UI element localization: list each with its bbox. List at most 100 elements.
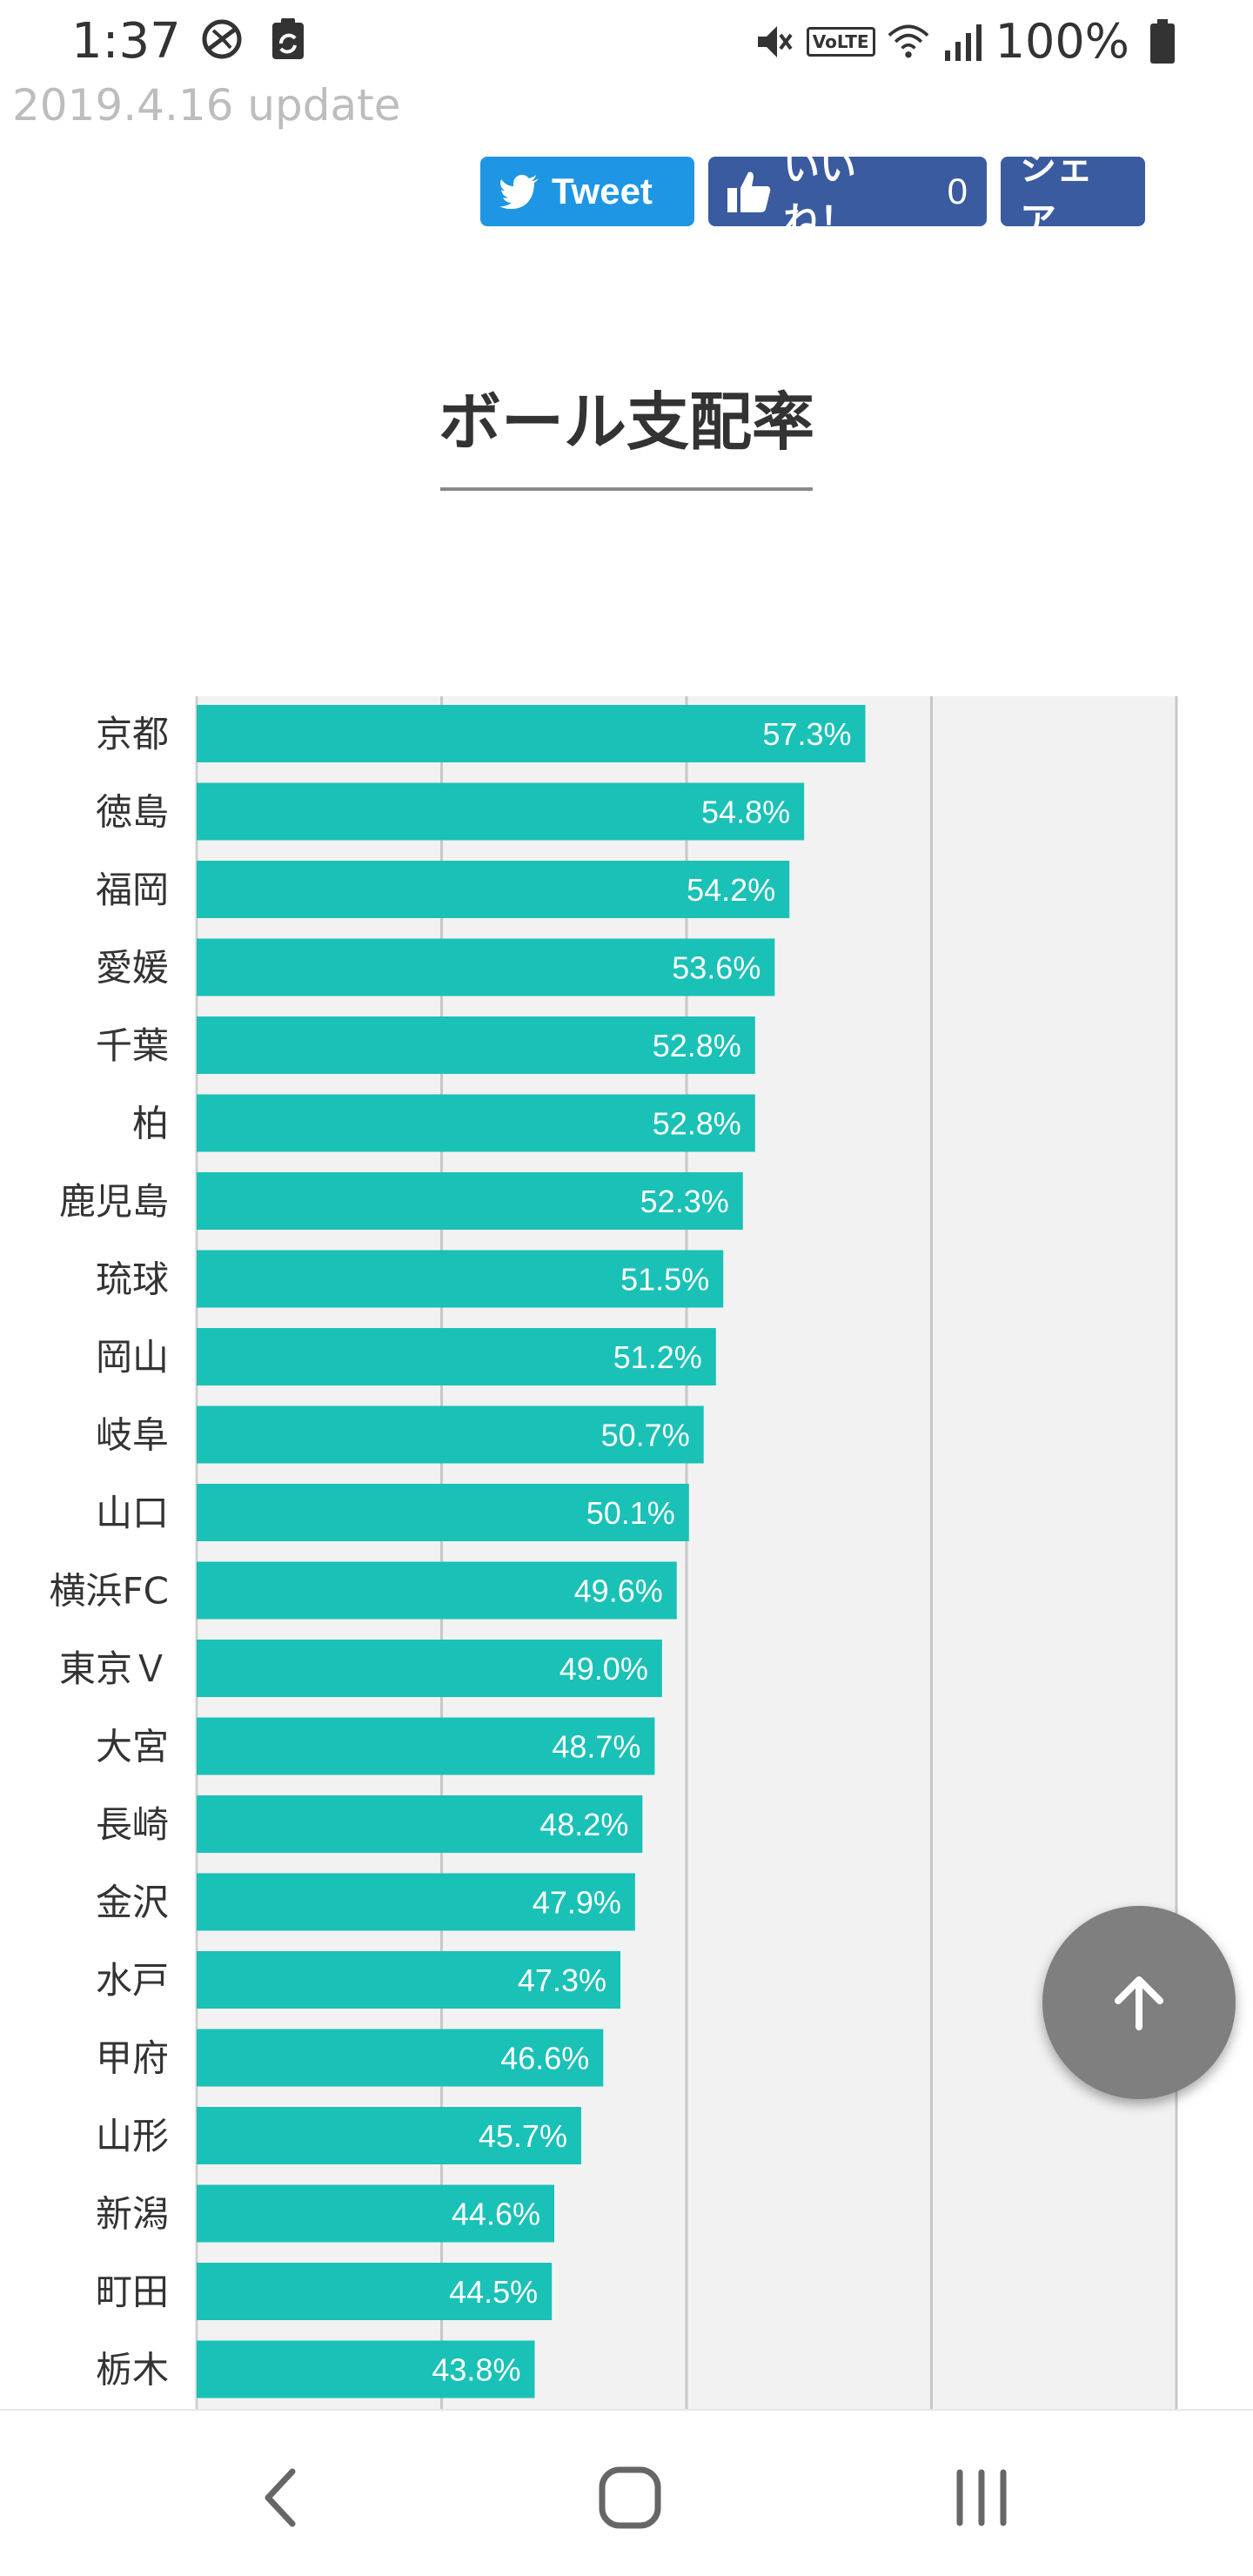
value-label: 48.7%: [552, 1729, 640, 1765]
battery-percent: 100%: [995, 14, 1129, 69]
bar: [197, 2029, 604, 2087]
category-label: 金沢: [96, 1882, 169, 1924]
value-label: 45.7%: [479, 2118, 567, 2154]
bar: [197, 1717, 655, 1775]
bar: [197, 2263, 553, 2320]
wifi-icon: [888, 21, 929, 63]
value-label: 49.6%: [574, 1573, 663, 1609]
value-label: 44.6%: [452, 2197, 540, 2232]
category-label: 新潟: [96, 2193, 169, 2236]
value-label: 57.3%: [762, 716, 851, 752]
bar: [197, 705, 866, 762]
category-label: 千葉: [96, 1024, 169, 1067]
pinwheel-icon: [198, 16, 245, 63]
signal-icon: [941, 21, 983, 63]
value-label: 54.8%: [701, 795, 790, 830]
bar: [197, 2184, 554, 2243]
bar: [197, 1405, 704, 1464]
volte-label: VoLTE: [806, 27, 875, 57]
category-label: 大宮: [96, 1726, 169, 1768]
category-label: 愛媛: [96, 947, 169, 989]
category-label: 山形: [96, 2115, 169, 2157]
bar: [197, 1951, 620, 2009]
value-label: 52.8%: [653, 1028, 741, 1063]
recent-apps-button[interactable]: [929, 2445, 1034, 2550]
status-time: 1:37: [71, 13, 181, 70]
value-label: 54.2%: [687, 872, 775, 908]
category-label: 徳島: [96, 791, 169, 834]
title-underline: [440, 487, 813, 491]
bar: [197, 1172, 743, 1230]
share-label: シェア: [1020, 147, 1094, 241]
bar: [197, 782, 805, 841]
category-label: 山口: [96, 1492, 169, 1534]
value-label: 46.6%: [500, 2041, 589, 2076]
value-label: 51.2%: [613, 1339, 702, 1375]
facebook-like-button[interactable]: いいね！ 0: [708, 147, 987, 241]
value-label: 52.3%: [640, 1184, 729, 1219]
clipboard-sync-icon: [265, 16, 312, 63]
chart-title: ボール支配率: [438, 386, 814, 459]
status-system-icons: VoLTE 100%: [753, 10, 1183, 73]
update-date-text: 2019.4.16 update: [12, 80, 401, 131]
category-label: 栃木: [96, 2349, 169, 2392]
tweet-label: Tweet: [552, 171, 653, 211]
share-buttons: Tweet いいね！ 0 シェア: [480, 147, 1145, 241]
value-label: 53.6%: [672, 950, 761, 986]
bar: [197, 1484, 689, 1541]
value-label: 47.9%: [533, 1885, 621, 1921]
mute-icon: [753, 21, 794, 63]
tweet-button[interactable]: Tweet: [480, 157, 694, 226]
value-label: 51.5%: [620, 1262, 709, 1298]
value-label: 50.1%: [586, 1495, 675, 1531]
category-label: 東京Ｖ: [59, 1647, 169, 1690]
twitter-bird-icon: [499, 174, 539, 209]
back-chevron-icon: [254, 2463, 306, 2532]
category-label: 柏: [132, 1103, 169, 1145]
value-label: 44.5%: [449, 2274, 538, 2310]
possession-bar-chart: 京都 57.3% 徳島 54.8% 福岡 54.2% 愛媛 53.6% 千葉 52.8% 柏 52.8…: [50, 696, 1178, 2409]
like-label: いいね！: [783, 147, 857, 241]
category-label: 横浜FC: [50, 1570, 170, 1613]
category-label: 甲府: [96, 2037, 169, 2080]
home-square-icon: [597, 2465, 663, 2531]
category-label: 岐阜: [96, 1414, 169, 1457]
bar: [197, 2107, 581, 2164]
category-label: 水戸: [96, 1959, 169, 2002]
arrow-up-icon: [1104, 1968, 1174, 2037]
bar: [197, 2340, 535, 2398]
home-button[interactable]: [578, 2445, 682, 2550]
back-button[interactable]: [228, 2445, 332, 2550]
bar: [197, 1795, 643, 1853]
value-label: 43.8%: [432, 2352, 520, 2388]
category-label: 長崎: [96, 1803, 169, 1846]
category-label: 岡山: [96, 1336, 169, 1379]
battery-icon: [1142, 19, 1183, 64]
facebook-share-button[interactable]: シェア: [1001, 147, 1145, 241]
bar: [197, 1328, 716, 1385]
status-notification-icons: [198, 16, 312, 63]
category-label: 町田: [96, 2271, 169, 2313]
category-label: 福岡: [96, 869, 169, 911]
bar: [197, 1094, 755, 1152]
category-label: 琉球: [96, 1258, 169, 1301]
value-label: 47.3%: [518, 1962, 606, 1998]
thumbs-up-icon: [727, 171, 771, 212]
like-count: 0: [947, 171, 968, 211]
value-label: 48.2%: [539, 1807, 628, 1842]
value-label: 49.0%: [559, 1651, 648, 1687]
scroll-to-top-button[interactable]: [1042, 1906, 1236, 2099]
bar: [197, 861, 790, 918]
bar: [197, 1250, 724, 1308]
volte-icon: VoLTE: [806, 27, 875, 57]
category-label: 京都: [96, 713, 169, 755]
bar: [197, 1016, 755, 1074]
bar: [197, 1640, 662, 1697]
system-nav-bar: [0, 2409, 1253, 2576]
recent-apps-icon: [951, 2467, 1012, 2528]
category-label: 鹿児島: [59, 1180, 169, 1223]
bar: [197, 938, 775, 996]
bar: [197, 1561, 677, 1620]
value-label: 50.7%: [601, 1418, 690, 1453]
